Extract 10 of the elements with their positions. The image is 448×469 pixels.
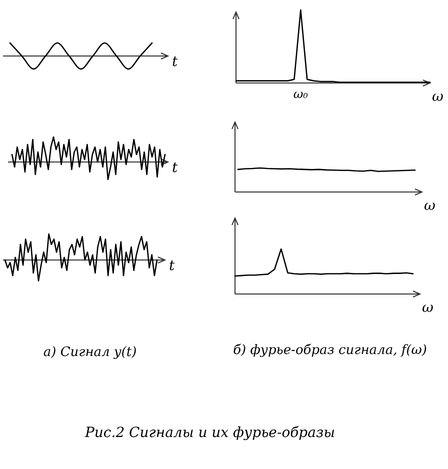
x-axis-title: t: [172, 160, 178, 176]
text: б) фурье-образ сигнала, f(ω): [233, 343, 427, 358]
x-axis-title: ω: [424, 198, 436, 214]
x-axis-title: t: [172, 54, 178, 70]
x-axis-title: ω: [432, 89, 444, 105]
x-axis-title: t: [169, 258, 175, 274]
text: ω₀: [293, 87, 308, 101]
text: а) Сигнал y(t): [43, 345, 137, 360]
text: Рис.2 Сигналы и их фурье-образы: [84, 425, 336, 441]
x-axis-title: ω: [422, 300, 434, 316]
